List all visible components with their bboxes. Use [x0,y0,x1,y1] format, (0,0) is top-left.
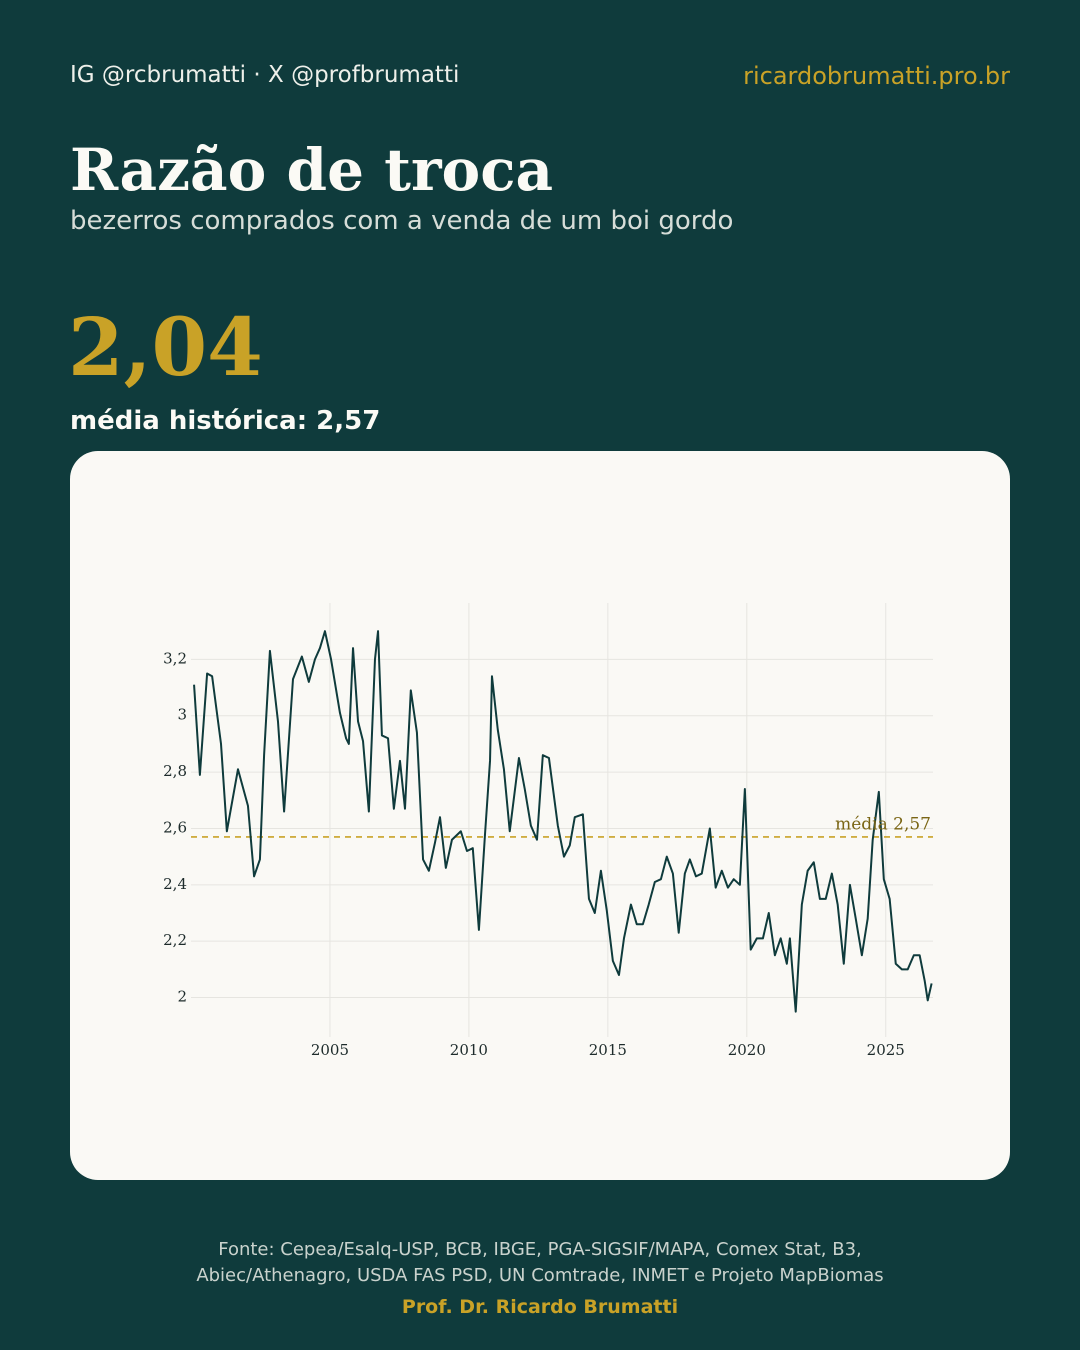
website: ricardobrumatti.pro.br [743,62,1010,90]
y-tick-label: 2 [177,988,187,1006]
line [193,630,933,1013]
y-tick-label: 2,2 [163,931,187,949]
average-label: média histórica: 2,57 [70,406,381,436]
y-tick-label: 2,6 [163,818,187,836]
social-handles: IG @rcbrumatti · X @profbrumatti [70,62,460,88]
subtitle: bezerros comprados com a venda de um boi… [70,206,734,236]
x-tick-label: 2020 [728,1041,766,1059]
title: Razão de troca [70,136,554,204]
y-tick-label: 3,2 [163,649,187,667]
author: Prof. Dr. Ricardo Brumatti [401,1296,679,1318]
headline-value: 2,04 [68,300,263,394]
y-tick-label: 2,4 [163,875,187,893]
x-tick-label: 2015 [589,1041,627,1059]
x-tick-label: 2010 [450,1041,488,1059]
x-tick-label: 2005 [311,1041,349,1059]
y-tick-label: 2,8 [163,762,187,780]
source: Fonte: Cepea/Esalq-USP, BCB, IBGE, PGA-S… [196,1239,884,1286]
mean-annotation: média 2,57 [835,814,931,834]
y-tick-label: 3 [177,706,187,724]
x-tick-label: 2025 [867,1041,905,1059]
